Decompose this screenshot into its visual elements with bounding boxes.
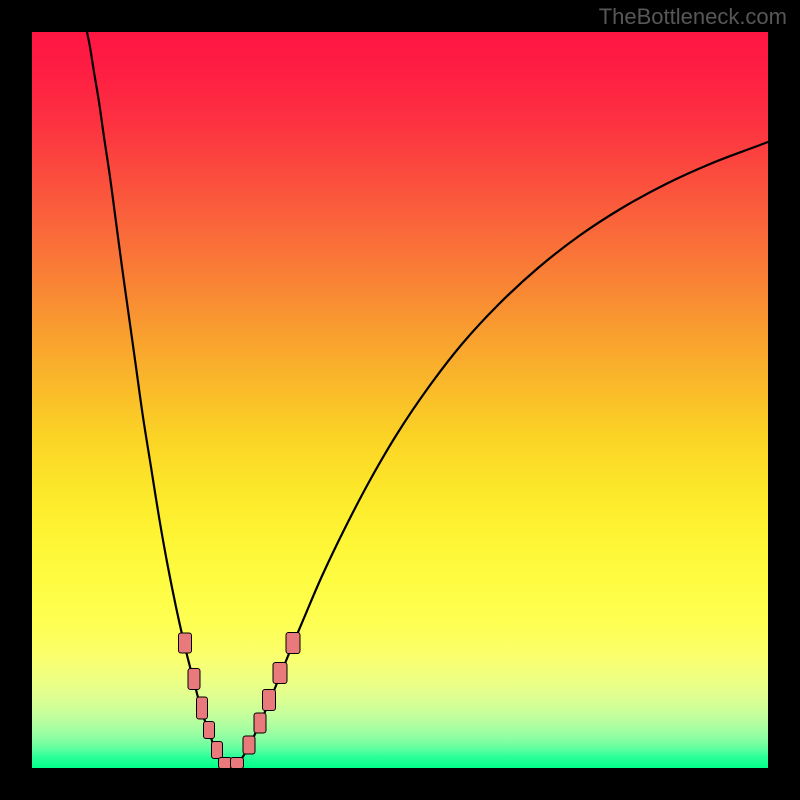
data-marker <box>196 697 208 720</box>
watermark-text: TheBottleneck.com <box>599 4 787 30</box>
right-curve <box>230 142 768 768</box>
left-curve <box>87 32 230 768</box>
data-marker <box>262 689 276 711</box>
data-marker <box>273 662 288 684</box>
data-marker <box>254 713 267 734</box>
chart-container: TheBottleneck.com <box>0 0 800 800</box>
data-marker <box>286 632 301 654</box>
data-marker <box>188 668 201 690</box>
data-marker <box>243 736 256 755</box>
data-marker <box>203 721 215 739</box>
curves-layer <box>32 32 768 768</box>
data-marker <box>230 757 244 769</box>
plot-area <box>32 32 768 768</box>
data-marker <box>178 633 192 654</box>
